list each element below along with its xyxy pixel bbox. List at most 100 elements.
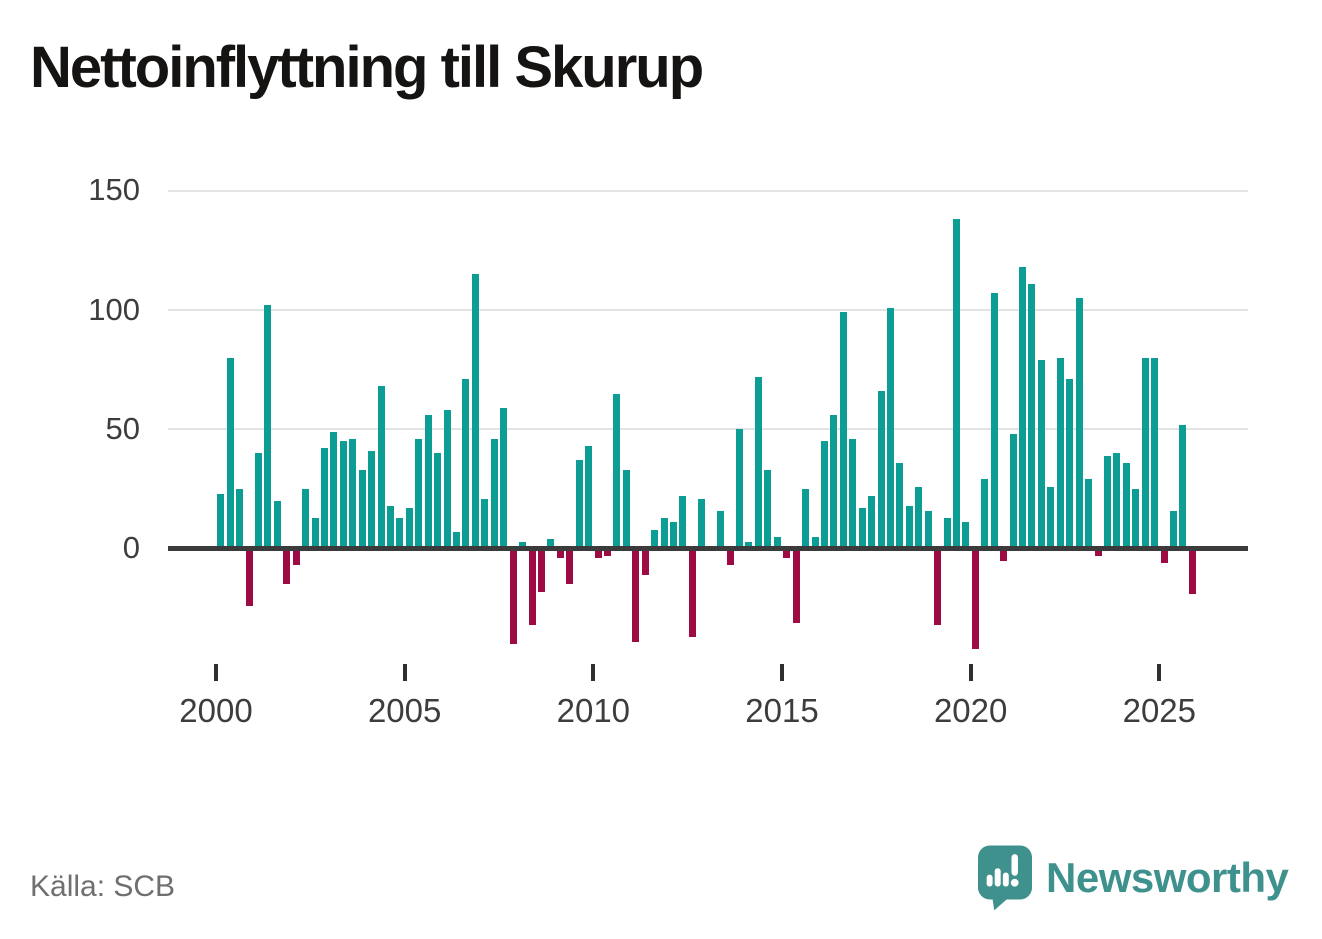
x-axis-label-2020: 2020 <box>933 692 1008 729</box>
x-axis-label-2010: 2010 <box>556 692 631 729</box>
y-axis-label-50: 50 <box>105 410 140 446</box>
bar-2017Q1 <box>858 508 866 549</box>
bar-2017Q2 <box>868 496 876 549</box>
bar-2016Q2 <box>830 415 838 549</box>
x-axis-tick-2015 <box>779 664 784 681</box>
bar-2025Q3 <box>1179 424 1187 549</box>
x-axis-tick-2025 <box>1157 664 1162 681</box>
bar-2004Q4 <box>396 517 404 549</box>
bar-2001Q1 <box>254 453 262 549</box>
bar-2010Q4 <box>622 469 630 549</box>
bar-2013Q3 <box>726 548 734 566</box>
bar-2000Q4 <box>245 548 253 606</box>
bar-2004Q1 <box>368 450 376 549</box>
bar-2016Q4 <box>849 438 857 549</box>
bar-2013Q4 <box>736 429 744 549</box>
bar-2015Q1 <box>783 548 791 559</box>
bar-2015Q4 <box>811 536 819 549</box>
bar-2022Q3 <box>1066 379 1074 549</box>
bar-2003Q2 <box>339 441 347 549</box>
bar-2000Q3 <box>236 489 244 549</box>
bar-2009Q1 <box>556 548 564 559</box>
bar-2019Q4 <box>962 522 970 549</box>
bar-2000Q1 <box>217 493 225 549</box>
x-axis-tick-2005 <box>402 664 407 681</box>
bar-2007Q2 <box>490 438 498 549</box>
bar-2012Q3 <box>688 548 696 637</box>
y-axis-label-150: 150 <box>88 172 140 208</box>
bar-2023Q1 <box>1085 479 1093 549</box>
bar-2017Q3 <box>877 391 885 549</box>
bar-2008Q2 <box>528 548 536 626</box>
bar-2019Q1 <box>934 548 942 626</box>
logo-bar-2 <box>994 868 1001 887</box>
bar-2014Q2 <box>754 376 762 549</box>
logo-bar-1 <box>986 874 993 887</box>
bar-2021Q4 <box>1037 360 1045 549</box>
bar-2004Q3 <box>387 505 394 549</box>
bar-2007Q1 <box>481 498 489 549</box>
bar-2010Q1 <box>594 548 602 559</box>
x-axis-zero-line <box>168 546 1248 552</box>
bar-2008Q3 <box>537 548 545 592</box>
bar-2011Q3 <box>651 529 659 549</box>
bar-2019Q3 <box>953 219 960 549</box>
bar-2020Q3 <box>990 293 998 549</box>
gridline-50 <box>168 428 1248 431</box>
bar-2012Q1 <box>670 522 677 549</box>
bar-2010Q3 <box>613 393 621 549</box>
bar-2001Q2 <box>264 305 272 549</box>
bar-2021Q1 <box>1009 434 1017 549</box>
x-axis-tick-2010 <box>591 664 596 681</box>
bar-2014Q3 <box>764 469 772 549</box>
bar-2006Q2 <box>453 531 461 549</box>
x-axis-tick-2000 <box>214 664 218 681</box>
bar-2004Q2 <box>377 386 385 549</box>
bar-2023Q2 <box>1094 548 1102 556</box>
logo-bar-3 <box>1002 872 1009 887</box>
bar-2017Q4 <box>886 307 894 549</box>
bar-2012Q4 <box>698 498 706 549</box>
bar-2011Q2 <box>641 548 649 575</box>
bar-2021Q2 <box>1019 267 1027 549</box>
bar-2018Q4 <box>924 510 932 549</box>
bar-2011Q1 <box>632 548 640 642</box>
bar-2025Q2 <box>1169 510 1177 549</box>
newsworthy-logo: Newsworthy <box>978 845 1289 925</box>
bar-2002Q2 <box>302 489 310 549</box>
bar-2002Q3 <box>311 517 319 549</box>
bar-2025Q4 <box>1188 548 1196 595</box>
newsworthy-logo-icon <box>978 845 1032 918</box>
bar-2022Q1 <box>1047 486 1055 549</box>
bar-2009Q3 <box>575 460 583 549</box>
bar-2022Q2 <box>1056 357 1064 549</box>
bar-2014Q1 <box>745 541 753 549</box>
bar-2020Q1 <box>971 548 979 649</box>
x-axis-label-2025: 2025 <box>1122 692 1197 729</box>
gridline-100 <box>168 309 1248 312</box>
bar-2006Q1 <box>443 410 451 549</box>
bar-2002Q1 <box>292 548 300 566</box>
source-note: Källa: SCB <box>30 870 176 903</box>
bar-2006Q3 <box>462 379 470 549</box>
bar-2018Q2 <box>905 505 913 549</box>
x-axis-tick-2020 <box>968 664 973 681</box>
page-title: Nettoinflyttning till Skurup <box>30 35 704 100</box>
x-axis-label-2000: 2000 <box>179 692 253 729</box>
bar-2014Q4 <box>773 536 781 549</box>
bar-2023Q4 <box>1113 453 1121 549</box>
y-axis-label-0: 0 <box>122 530 140 566</box>
logo-exclamation-stem <box>1011 854 1018 876</box>
bar-2024Q3 <box>1141 357 1149 549</box>
bar-2011Q4 <box>660 517 668 549</box>
logo-exclamation-dot <box>1010 878 1019 887</box>
bar-2003Q4 <box>358 469 366 549</box>
bar-2020Q2 <box>981 479 989 549</box>
bar-2024Q1 <box>1122 462 1130 549</box>
bar-2023Q3 <box>1103 455 1111 549</box>
bar-2008Q1 <box>519 541 527 549</box>
bar-2022Q4 <box>1075 298 1083 549</box>
bar-2005Q1 <box>405 508 413 549</box>
bar-2024Q4 <box>1151 357 1159 549</box>
